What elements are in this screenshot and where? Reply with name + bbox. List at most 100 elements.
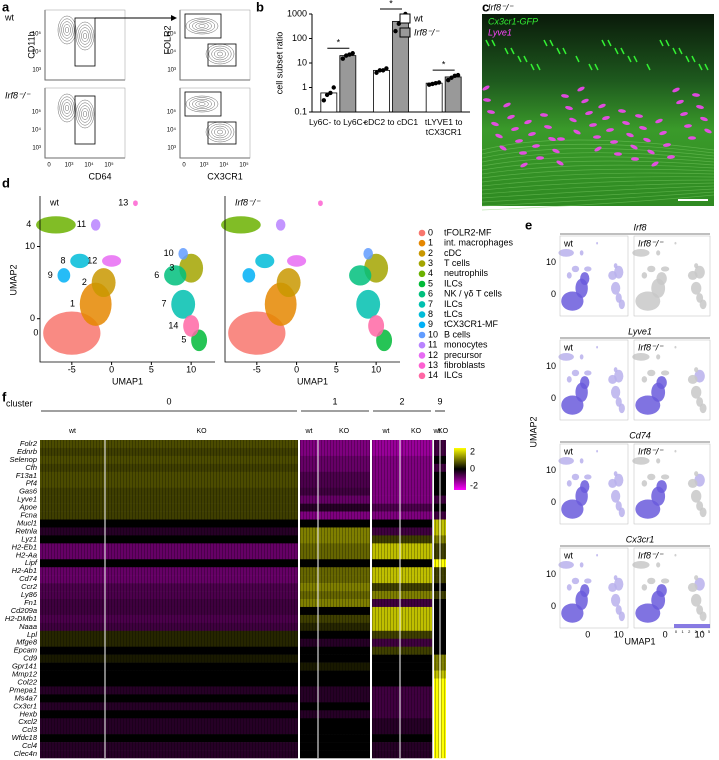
tick-label: 0 <box>182 163 186 169</box>
gene-label: Cd74 <box>19 574 37 583</box>
legend-swatch <box>418 362 426 369</box>
legend-label: ILCs <box>444 370 463 380</box>
gate <box>184 91 222 117</box>
genotype-label: wt <box>4 12 14 22</box>
contour <box>64 104 70 112</box>
axis-title: UMAP2 <box>8 264 18 295</box>
contour <box>77 24 93 48</box>
expression-cells <box>615 501 622 511</box>
expression-cells <box>566 584 572 591</box>
cluster-cells <box>178 247 188 260</box>
expression-cells <box>611 281 621 295</box>
x-tick-label: tLYVE1 to tCX3CR1 <box>424 117 463 137</box>
contour <box>208 123 232 141</box>
expression-cells <box>615 397 622 407</box>
legend-swatch <box>418 260 426 267</box>
expression-cells <box>674 553 677 557</box>
contour <box>214 49 226 59</box>
lyve1-cell <box>622 121 630 125</box>
gene-title: Irf8 <box>633 222 646 232</box>
gfp-cell <box>588 63 593 71</box>
genotype-label: wt <box>563 238 573 248</box>
cluster-id: 9 <box>437 396 442 406</box>
expression-cells <box>691 593 702 607</box>
bar <box>425 82 443 113</box>
gfp-cell <box>543 39 548 47</box>
gene-title: Lyve1 <box>628 326 652 336</box>
expression-cells <box>615 605 622 615</box>
tick-label: 10⁴ <box>219 162 229 169</box>
gate <box>184 13 222 39</box>
legend-swatch <box>418 290 426 298</box>
y-tick-label: 10 <box>297 57 307 67</box>
data-point <box>350 51 355 56</box>
gfp-cell <box>510 47 515 55</box>
axis-title: CX3CR1 <box>207 171 243 181</box>
cluster-id: 9 <box>48 270 53 280</box>
cluster-id: 0 <box>33 328 38 338</box>
expression-cells <box>641 376 648 383</box>
expression-cells <box>647 473 656 481</box>
lyve1-cell <box>594 146 602 152</box>
expression-cells <box>561 291 584 311</box>
expression-cells <box>696 501 704 511</box>
contour <box>82 110 88 118</box>
lyve1-cell <box>614 152 622 156</box>
genotype-label: Irf8⁻/⁻ <box>638 550 664 560</box>
gene-label: Mucl1 <box>17 518 37 527</box>
legend-swatch <box>418 372 426 380</box>
expression-cells <box>641 480 648 487</box>
colorbar <box>674 624 710 628</box>
axis <box>39 196 215 363</box>
colorbar-label: 0 <box>675 629 678 634</box>
expression-cells <box>579 562 584 568</box>
data-point <box>430 81 435 87</box>
gfp-cell <box>530 63 535 71</box>
lyve1-cell <box>631 157 639 161</box>
gene-label: Ccl3 <box>22 725 38 734</box>
cluster-cells <box>91 268 116 298</box>
tick-label: 10⁴ <box>32 49 42 56</box>
colorbar-label: 2 <box>470 446 475 456</box>
axis-title: FOLR2 <box>162 25 172 54</box>
cluster-id: 1 <box>332 396 337 406</box>
data-point <box>433 80 438 86</box>
expression-cells <box>635 395 661 415</box>
lyve1-cell <box>672 87 680 93</box>
expression-cells <box>613 263 618 269</box>
expression-cells <box>580 584 590 598</box>
plot-frame <box>559 547 629 629</box>
gene-label: Epcam <box>14 646 37 655</box>
lyve1-cell <box>610 140 618 144</box>
expression-cells <box>558 561 574 569</box>
lyve1-cell <box>639 126 647 130</box>
gene-label: Mmp12 <box>12 670 38 679</box>
lyve1-cell <box>585 110 593 116</box>
gfp-cell <box>698 63 703 71</box>
lyve1-cell <box>651 161 659 167</box>
lyve1-cell <box>482 85 490 91</box>
y-tick-label: 0 <box>30 313 35 323</box>
expression-cells <box>615 293 622 303</box>
lyve1-cell <box>659 130 667 136</box>
legend-swatch <box>418 301 426 308</box>
lyve1-cell <box>688 136 696 140</box>
contour <box>185 17 219 35</box>
gfp-cell <box>620 47 625 55</box>
expression-cells <box>584 266 592 272</box>
lyve1-cell <box>536 156 544 160</box>
expression-cells <box>656 376 667 390</box>
gfp-cell <box>517 55 522 63</box>
y-tick-label: 0 <box>551 393 556 403</box>
y-tick-label: 10 <box>25 241 35 251</box>
y-tick-label: 10 <box>546 569 556 579</box>
lyve1-cell <box>643 137 651 143</box>
cluster-id: 2 <box>399 396 404 406</box>
gene-label: Cxcl2 <box>18 717 38 726</box>
cluster-cells <box>276 268 301 298</box>
expression-cells <box>611 489 621 503</box>
subgroup-label: KO <box>438 428 449 435</box>
gene-label: Selenop <box>9 455 37 464</box>
tick-label: 10⁵ <box>104 162 114 169</box>
data-point <box>321 98 327 103</box>
